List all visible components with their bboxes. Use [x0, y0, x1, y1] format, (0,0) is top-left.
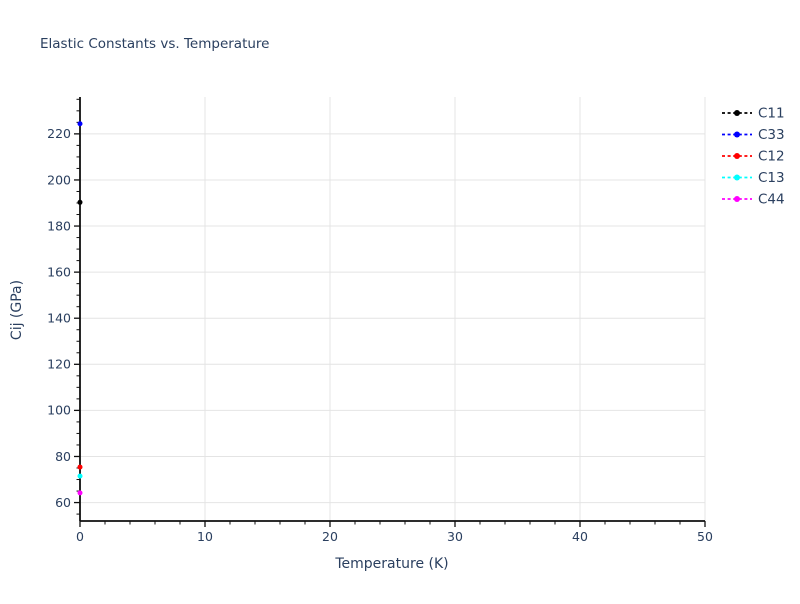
- legend-label: C12: [758, 149, 785, 165]
- legend-item-C33: C33: [722, 127, 785, 143]
- legend-marker-C33: [734, 131, 740, 138]
- y-tick-label: 100: [47, 403, 71, 418]
- x-tick-label: 30: [447, 529, 463, 544]
- tick-labels: 0 10 20 30 40 50 60 80 100 120 140 160 180 200 220: [47, 126, 713, 544]
- x-tick-label: 0: [76, 529, 84, 544]
- y-tick-label: 120: [47, 357, 71, 372]
- data-point-C13: [77, 473, 83, 479]
- axes: [74, 97, 706, 527]
- legend-label: C44: [758, 192, 785, 208]
- legend-marker-C13: [734, 174, 740, 181]
- x-axis-label: Temperature (K): [334, 556, 448, 572]
- legend-label: C13: [758, 170, 785, 186]
- y-tick-label: 220: [47, 126, 71, 141]
- legend-marker-C12: [734, 153, 740, 159]
- y-tick-label: 80: [55, 449, 71, 464]
- x-tick-label: 10: [197, 529, 213, 544]
- data-point-C11: [77, 199, 83, 205]
- legend-marker-C11: [734, 110, 740, 116]
- y-tick-label: 140: [47, 311, 71, 326]
- legend-label: C11: [758, 106, 785, 122]
- legend-item-C12: C12: [722, 149, 785, 165]
- data-point-C12: [77, 464, 83, 470]
- legend-label: C33: [758, 127, 785, 143]
- y-tick-label: 180: [47, 218, 71, 233]
- chart-title: Elastic Constants vs. Temperature: [40, 36, 269, 52]
- x-tick-label: 20: [322, 529, 338, 544]
- y-tick-label: 60: [55, 495, 71, 510]
- data-point-C44: [77, 490, 83, 496]
- x-tick-label: 40: [572, 529, 588, 544]
- legend: C11 C33 C12 C13 C44: [722, 106, 785, 208]
- x-tick-label: 50: [697, 529, 713, 544]
- y-tick-label: 200: [47, 172, 71, 187]
- legend-item-C13: C13: [722, 170, 785, 186]
- y-axis-label: Cij (GPa): [9, 280, 25, 340]
- gridlines: [80, 97, 706, 521]
- y-tick-label: 160: [47, 264, 71, 279]
- legend-item-C44: C44: [722, 192, 785, 208]
- data-point-C33: [77, 121, 83, 127]
- legend-item-C11: C11: [722, 106, 785, 122]
- data-points: [77, 121, 83, 496]
- legend-marker-C44: [734, 196, 740, 202]
